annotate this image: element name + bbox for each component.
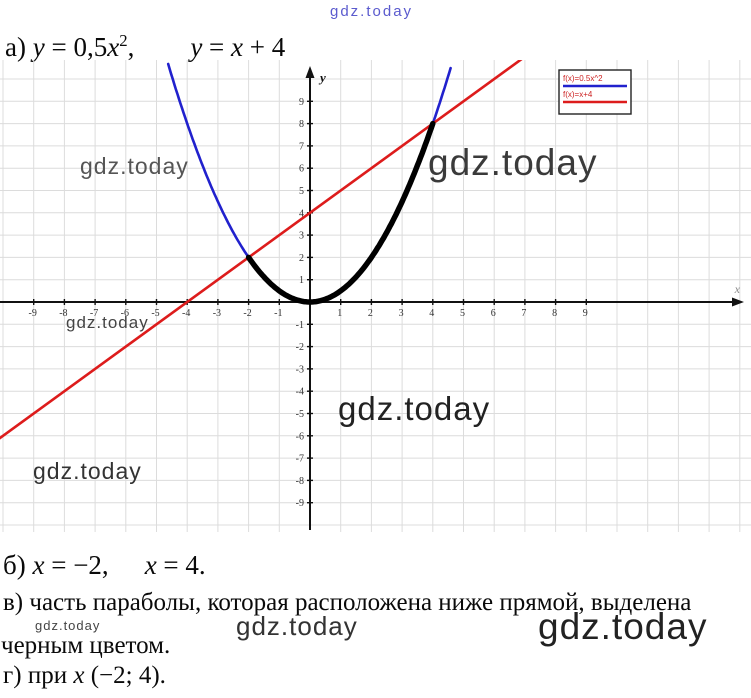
y-tick-label: -1 (296, 320, 304, 331)
legend-box (558, 69, 632, 115)
problem-statement-a: а) y = 0,5x2, y = x + 4 (5, 24, 285, 64)
y-tick-label: -6 (296, 431, 304, 442)
answer-b: б) x = −2, x = 4. (3, 548, 206, 582)
text-segment: + 4 (243, 32, 286, 62)
x-tick-label: -1 (274, 308, 282, 319)
text-segment: б) (3, 550, 33, 580)
x-tick-label: 3 (399, 308, 404, 319)
y-tick-label: 9 (299, 97, 304, 108)
y-axis-label: y (318, 70, 326, 85)
text-segment: x (231, 32, 244, 62)
y-axis-arrow (305, 66, 315, 78)
graph-area: -9 -8 -7 -6 -5 -4 -3 -2 -1 1 2 3 4 5 6 7 8 9 -9 -8 -7 -6 -5 -4 -… (0, 60, 751, 545)
answer-v-line1: в) часть параболы, которая расположена н… (3, 588, 691, 618)
highlight-curve (245, 120, 436, 305)
x-tick-label: -4 (182, 308, 190, 319)
x-tick-label: 5 (460, 308, 465, 319)
legend-label: f(x)=0.5x^2 (563, 74, 603, 83)
text-segment: = −2, (44, 550, 109, 580)
y-tick-label: -4 (296, 387, 304, 398)
y-tick-label: -2 (296, 342, 304, 353)
x-tick-label: 7 (521, 308, 526, 319)
y-tick-label: 6 (299, 164, 304, 175)
x-tick-label: 1 (337, 308, 342, 319)
y-tick-label: 8 (299, 119, 304, 130)
text-segment: x (107, 32, 120, 62)
x-tick-label: -7 (90, 308, 98, 319)
x-tick-label: 8 (552, 308, 557, 319)
text-segment: = 0,5 (44, 32, 108, 62)
watermark-top: gdz.today (330, 3, 414, 20)
y-tick-label: -5 (296, 409, 304, 420)
y-tick-label: -7 (296, 454, 304, 465)
text-segment: y (32, 32, 45, 62)
text-segment: черным цветом. (1, 632, 171, 659)
text-segment: в) часть параболы, которая расположена н… (3, 589, 692, 616)
y-tick-label: 4 (299, 208, 304, 219)
y-tick-label: 7 (299, 141, 304, 152)
x-tick-label: 4 (429, 308, 434, 319)
text-segment: = 4. (156, 550, 206, 580)
x-tick-label: -3 (213, 308, 221, 319)
legend-label: f(x)=x+4 (563, 90, 593, 99)
x-tick-label: -5 (151, 308, 159, 319)
text-segment: г) при (3, 662, 74, 689)
y-tick-label: -8 (296, 476, 304, 487)
x-tick-label: 6 (491, 308, 496, 319)
x-axis-arrow (732, 297, 744, 307)
y-tick-label: 1 (299, 275, 304, 286)
y-tick-label: 5 (299, 186, 304, 197)
line-curve (0, 60, 523, 440)
y-tick-label: 3 (299, 231, 304, 242)
y-tick-label: -9 (296, 498, 304, 509)
text-segment: , (127, 32, 135, 62)
text-segment: y (190, 32, 203, 62)
graph-svg: -9 -8 -7 -6 -5 -4 -3 -2 -1 1 2 3 4 5 6 7 8 9 -9 -8 -7 -6 -5 -4 -… (0, 60, 751, 532)
x-tick-label: 9 (583, 308, 588, 319)
text-segment: x (144, 550, 157, 580)
y-tick-label: 2 (299, 253, 304, 264)
x-tick-label: -6 (121, 308, 129, 319)
text-segment: x (32, 550, 45, 580)
text-segment: = (202, 32, 232, 62)
text-segment: (−2; 4). (84, 662, 166, 689)
x-tick-label: 2 (368, 308, 373, 319)
text-segment: x (73, 662, 85, 689)
x-tick-label: -2 (243, 308, 251, 319)
answer-v-line2: черным цветом. (1, 631, 170, 661)
x-axis-label: x (734, 282, 741, 296)
text-segment: а) (5, 32, 33, 62)
text-segment: 2 (119, 31, 128, 50)
answer-g: г) при x (−2; 4). (3, 660, 166, 692)
x-tick-label: -8 (59, 308, 67, 319)
y-tick-label: -3 (296, 364, 304, 375)
x-tick-label: -9 (29, 308, 37, 319)
